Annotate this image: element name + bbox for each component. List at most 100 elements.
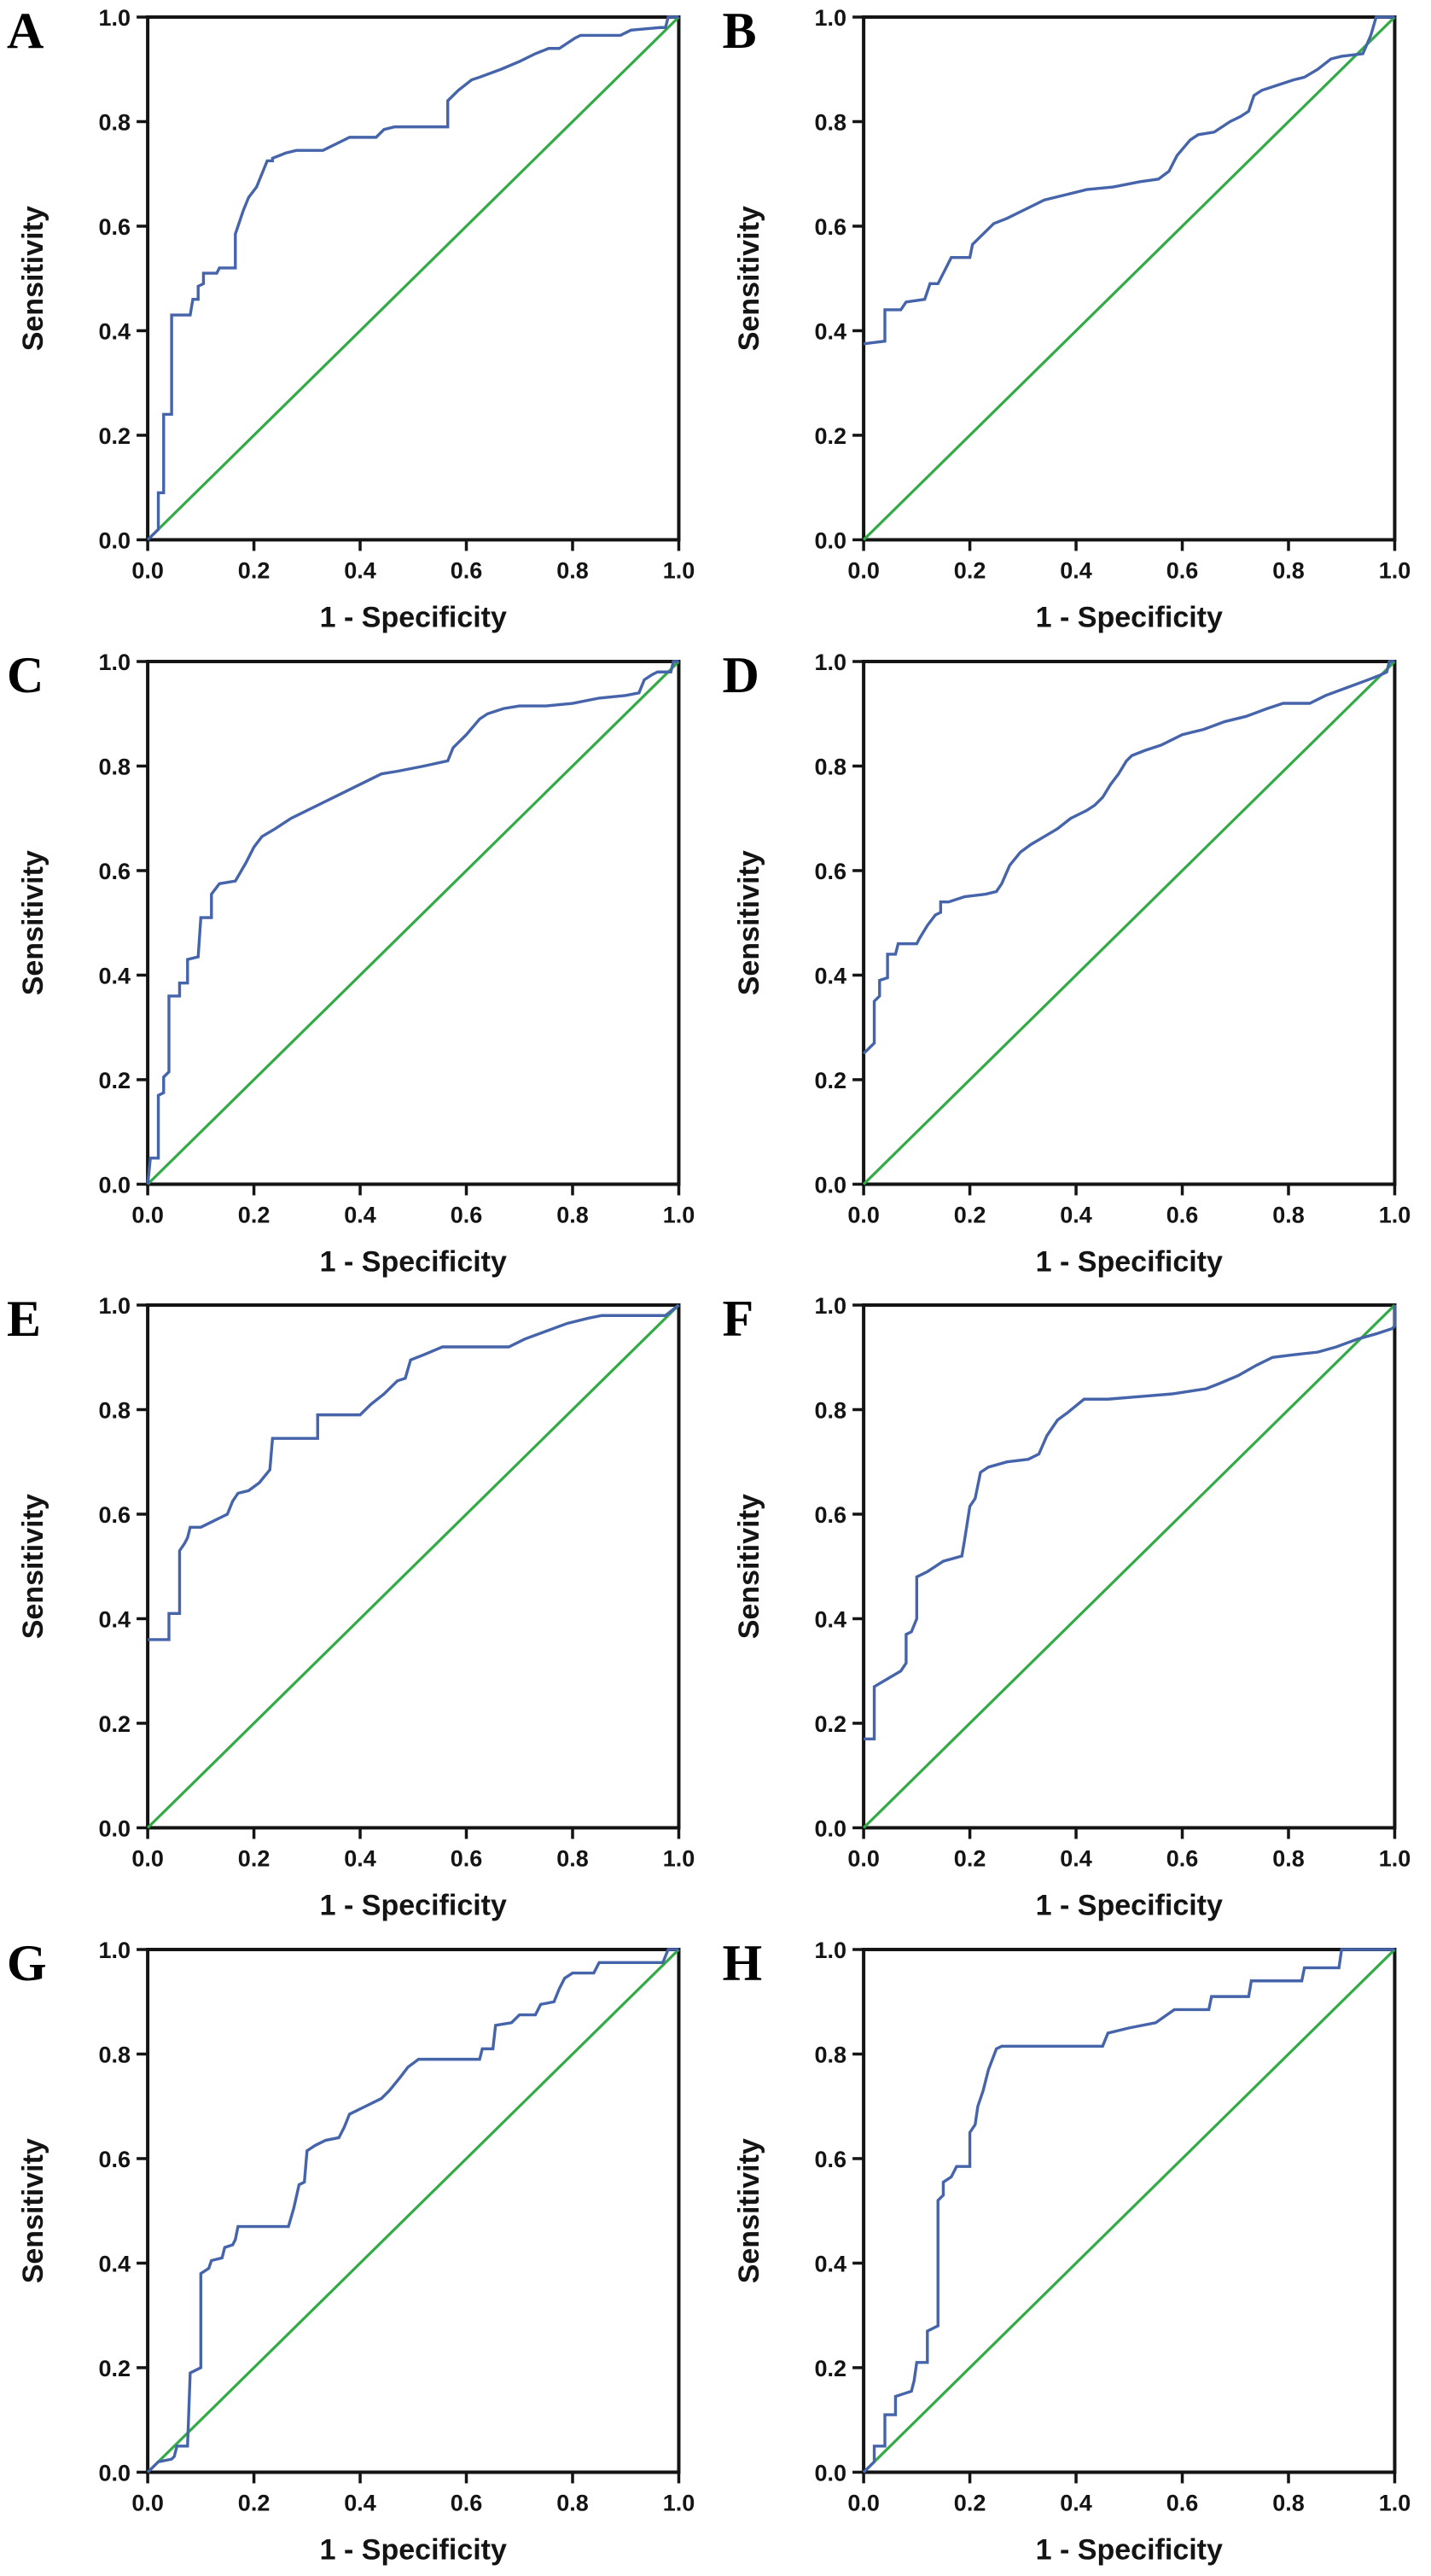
roc-panel: E 0.0 0.0 0.2 0.2 0.4 0.4 0.6 0.6 0.8 0.8 1.0 1.0 1 … (0, 1288, 716, 1932)
x-tick-label: 0.4 (344, 1845, 376, 1871)
roc-panel: B 0.0 0.0 0.2 0.2 0.4 0.4 0.6 0.6 0.8 0.8 1.0 1.0 1 … (716, 0, 1431, 644)
roc-plot: 0.00.0 0.2 0.2 0.4 0.4 0.6 0.6 0.8 0.8 1.0 1.0 1 - … (733, 1938, 1411, 2566)
x-tick-label: 0.6 (1166, 557, 1198, 583)
roc-curve (146, 15, 679, 541)
y-tick-label: 0.0 (814, 1815, 846, 1841)
x-tick-label: 0.8 (556, 1202, 589, 1227)
x-axis-title: 1 - Specificity (320, 1245, 507, 1278)
y-tick-label: 0.6 (814, 1502, 846, 1528)
x-tick-label: 1.0 (1378, 557, 1411, 583)
y-tick-label: 0.2 (814, 2355, 846, 2381)
plot-frame (861, 1947, 1396, 2474)
roc-panel: G 0.0 0.0 0.2 0.2 0.4 0.4 0.6 0.6 0.8 0.8 1.0 1.0 1 … (0, 1932, 716, 2576)
x-tick-label: 0.6 (1166, 2490, 1198, 2515)
y-tick-label: 0.2 (99, 1067, 131, 1093)
x-tick-label: 0.6 (451, 1202, 483, 1227)
y-tick-label: 0.4 (99, 1606, 131, 1632)
x-tick-label: 0.2 (238, 1202, 270, 1227)
reference-line (146, 15, 680, 541)
roc-plot: 0.00.0 0.2 0.2 0.4 0.4 0.6 0.6 0.8 0.8 1.0 1.0 1 - … (17, 1293, 695, 1921)
plot-frame (146, 1303, 681, 1830)
roc-panel: C 0.0 0.0 0.2 0.2 0.4 0.4 0.6 0.6 0.8 0.8 1.0 1.0 1 … (0, 644, 716, 1289)
y-tick-label: 0.4 (814, 963, 846, 988)
y-tick-label: 1.0 (99, 1938, 131, 1963)
x-axis-title: 1 - Specificity (320, 2533, 507, 2566)
x-tick-label: 1.0 (663, 1845, 695, 1871)
x-tick-label: 0.8 (556, 2490, 589, 2515)
y-tick-label: 1.0 (99, 1293, 131, 1319)
y-axis-title: Sensitivity (17, 1494, 49, 1639)
y-tick-label: 0.0 (99, 2460, 131, 2486)
x-tick-label: 0.4 (344, 1202, 376, 1227)
y-tick-label: 0.6 (814, 2146, 846, 2171)
y-axis-title: Sensitivity (733, 2138, 765, 2283)
plot-frame (146, 15, 681, 542)
x-tick-label: 0.4 (1060, 1202, 1092, 1227)
x-tick-label: 0.2 (953, 557, 986, 583)
x-tick-label: 1.0 (1378, 2490, 1411, 2515)
y-tick-label: 0.4 (99, 318, 131, 344)
panel-letter: E (7, 1291, 42, 1347)
roc-curve (148, 1303, 680, 1641)
reference-line (146, 660, 680, 1186)
y-tick-label: 0.8 (814, 1398, 846, 1424)
y-tick-label: 1.0 (814, 5, 846, 31)
x-tick-label: 0.8 (556, 557, 589, 583)
reference-line (862, 15, 1396, 541)
plot-frame (861, 1303, 1396, 1830)
plot-frame (861, 659, 1396, 1186)
y-tick-label: 0.4 (99, 963, 131, 988)
x-tick-label: 0.0 (847, 2490, 880, 2515)
x-tick-label: 0.8 (1272, 1845, 1305, 1871)
x-tick-label: 1.0 (1378, 1202, 1411, 1227)
y-tick-label: 1.0 (814, 650, 846, 675)
y-tick-label: 0.0 (814, 1172, 846, 1198)
x-axis-title: 1 - Specificity (1035, 601, 1222, 633)
plot-frame (861, 15, 1396, 542)
x-tick-label: 1.0 (663, 2490, 695, 2515)
x-tick-label: 0.4 (1060, 1845, 1092, 1871)
x-tick-label: 1.0 (663, 557, 695, 583)
x-tick-label: 0.0 (131, 1845, 164, 1871)
y-tick-label: 0.2 (99, 1711, 131, 1737)
x-tick-label: 1.0 (1378, 1845, 1411, 1871)
x-tick-label: 0.2 (953, 2490, 986, 2515)
x-tick-label: 0.6 (451, 1845, 483, 1871)
y-tick-label: 0.0 (99, 1815, 131, 1841)
roc-panel: F 0.0 0.0 0.2 0.2 0.4 0.4 0.6 0.6 0.8 0.8 1.0 1.0 1 … (716, 1288, 1431, 1932)
roc-plot: 0.00.0 0.2 0.2 0.4 0.4 0.6 0.6 0.8 0.8 1.0 1.0 1 - … (733, 650, 1411, 1278)
y-tick-label: 0.0 (814, 2460, 846, 2486)
y-tick-label: 1.0 (814, 1938, 846, 1963)
x-tick-label: 0.6 (451, 557, 483, 583)
x-tick-label: 0.0 (131, 1202, 164, 1227)
y-axis-title: Sensitivity (17, 206, 49, 351)
y-tick-label: 0.8 (99, 1398, 131, 1424)
panel-letter: A (7, 3, 44, 59)
reference-line (862, 660, 1396, 1186)
x-tick-label: 0.4 (344, 2490, 376, 2515)
y-tick-label: 0.2 (99, 423, 131, 449)
y-tick-label: 0.8 (99, 2042, 131, 2067)
roc-curve (146, 1947, 679, 2474)
x-axis-title: 1 - Specificity (320, 1889, 507, 1921)
y-axis-title: Sensitivity (733, 1494, 765, 1639)
y-tick-label: 0.8 (814, 110, 846, 136)
roc-curve (863, 15, 1394, 346)
y-axis-title: Sensitivity (733, 850, 765, 995)
x-tick-label: 0.4 (1060, 557, 1092, 583)
roc-plot: 0.00.0 0.2 0.2 0.4 0.4 0.6 0.6 0.8 0.8 1.0 1.0 1 - … (17, 1938, 695, 2566)
plot-frame (146, 659, 681, 1186)
x-tick-label: 0.2 (953, 1845, 986, 1871)
y-tick-label: 0.0 (814, 527, 846, 553)
y-tick-label: 0.4 (814, 2251, 846, 2276)
y-tick-label: 0.6 (99, 214, 131, 240)
y-axis-title: Sensitivity (17, 850, 49, 995)
y-tick-label: 0.8 (814, 754, 846, 779)
x-tick-label: 0.6 (1166, 1202, 1198, 1227)
y-tick-label: 0.8 (99, 754, 131, 779)
roc-plot: 0.00.0 0.2 0.2 0.4 0.4 0.6 0.6 0.8 0.8 1.0 1.0 1 - … (733, 5, 1411, 633)
panel-letter: H (722, 1934, 763, 1991)
roc-curve (862, 1947, 1394, 2474)
roc-curve (146, 659, 679, 1185)
